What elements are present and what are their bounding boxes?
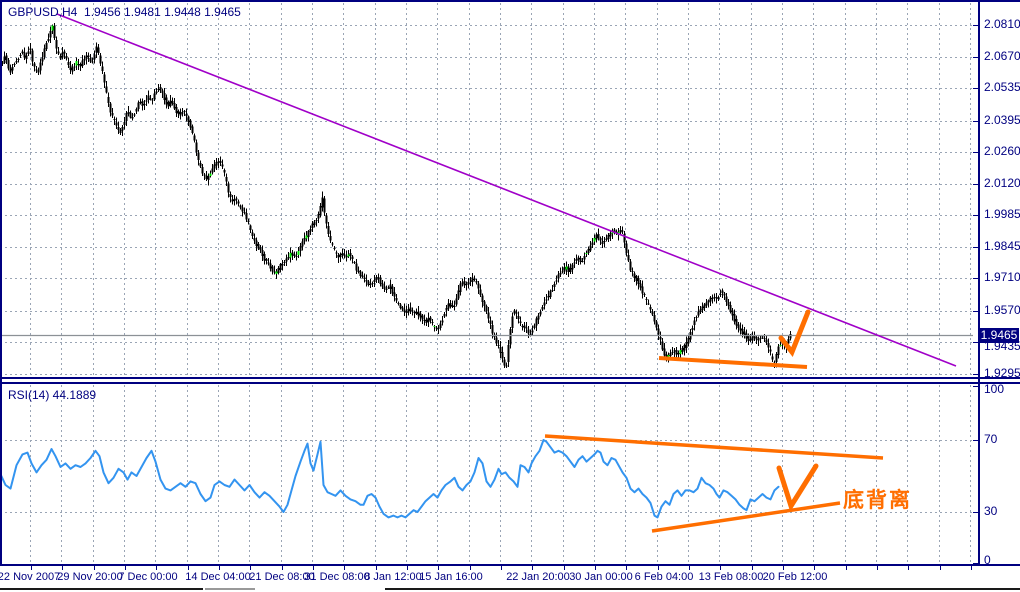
pane-separator[interactable] xyxy=(0,377,1020,379)
time-axis-tick xyxy=(249,566,251,570)
candlesticks xyxy=(1,23,792,369)
scrollbar-track xyxy=(385,588,1020,590)
rsi-axis-label: 0 xyxy=(984,553,991,567)
time-axis-tick xyxy=(531,566,533,570)
time-axis-label: 8 Jan 12:00 xyxy=(364,571,422,583)
price-axis-tick xyxy=(973,88,978,89)
time-axis-tick xyxy=(312,566,314,570)
rsi-support-annotation[interactable] xyxy=(651,501,841,533)
time-axis-tick xyxy=(845,566,847,570)
rsi-axis-tick xyxy=(973,563,978,564)
price-axis-label: 2.0810 xyxy=(984,17,1020,31)
price-axis-tick xyxy=(973,57,978,58)
time-axis-label: 6 Feb 04:00 xyxy=(634,571,694,583)
time-axis-tick xyxy=(594,566,596,570)
time-axis-tick xyxy=(907,566,909,570)
time-axis-label: 30 Jan 00:00 xyxy=(569,571,633,583)
time-axis-tick xyxy=(782,566,784,570)
time-axis-tick xyxy=(813,566,815,570)
price-axis-tick xyxy=(973,25,978,26)
price-axis-label: 2.0395 xyxy=(984,113,1020,127)
time-axis-tick xyxy=(406,566,408,570)
price-axis-label: 2.0670 xyxy=(984,49,1020,63)
price-axis-tick xyxy=(973,278,978,279)
time-axis-tick xyxy=(625,566,627,570)
time-axis-tick xyxy=(61,566,63,570)
price-axis-label: 1.9845 xyxy=(984,239,1020,253)
price-axis-label: 1.9295 xyxy=(984,366,1020,380)
time-axis-tick xyxy=(657,566,659,570)
rsi-line xyxy=(0,439,780,519)
price-axis-label: 2.0260 xyxy=(984,144,1020,158)
window-top-border xyxy=(0,0,1020,2)
time-axis-tick xyxy=(970,566,972,570)
pane-separator-lower[interactable] xyxy=(0,382,1020,384)
window-left-border xyxy=(0,0,2,566)
time-axis-tick xyxy=(343,566,345,570)
time-axis-label: 22 Nov 2007 xyxy=(0,571,61,583)
price-support-annotation[interactable] xyxy=(658,356,808,369)
descending-trendline[interactable] xyxy=(56,13,957,367)
price-axis-label: 2.0120 xyxy=(984,176,1020,190)
scrollbar-track xyxy=(0,588,203,590)
time-axis-tick xyxy=(688,566,690,570)
chart-title: GBPUSD,H4 1.9456 1.9481 1.9448 1.9465 xyxy=(8,5,241,19)
divergence-annotation-label: 底背离 xyxy=(843,487,912,512)
time-axis-tick xyxy=(469,566,471,570)
time-axis-label: 13 Feb 08:00 xyxy=(698,571,764,583)
rsi-up-arrow-annotation[interactable] xyxy=(776,463,819,512)
price-axis-tick xyxy=(973,342,978,343)
price-axis-label: 1.9710 xyxy=(984,270,1020,284)
time-axis-tick xyxy=(281,566,283,570)
time-axis-tick xyxy=(124,566,126,570)
time-axis-label: 15 Jan 16:00 xyxy=(419,571,483,583)
time-axis-tick xyxy=(187,566,189,570)
price-axis-label: 2.0535 xyxy=(984,80,1020,94)
rsi-axis-label: 30 xyxy=(984,504,998,518)
time-axis-tick xyxy=(500,566,502,570)
price-axis-tick xyxy=(973,247,978,248)
time-axis-tick xyxy=(563,566,565,570)
time-axis-tick xyxy=(155,566,157,570)
time-axis-label: 7 Dec 00:00 xyxy=(118,571,178,583)
rsi-resistance-annotation[interactable] xyxy=(544,434,884,460)
time-axis-tick xyxy=(719,566,721,570)
time-axis-label: 22 Jan 20:00 xyxy=(506,571,570,583)
time-axis-label: 14 Dec 04:00 xyxy=(185,571,251,583)
price-axis-tick xyxy=(973,215,978,216)
rsi-pane[interactable] xyxy=(0,384,974,563)
time-axis-tick xyxy=(375,566,377,570)
price-axis-tick xyxy=(973,311,978,312)
time-axis-tick xyxy=(93,566,95,570)
time-axis-tick xyxy=(876,566,878,570)
time-axis-label: 31 Dec 08:00 xyxy=(304,571,370,583)
current-price-tag: 1.9465 xyxy=(979,328,1019,343)
price-axis-tick xyxy=(973,374,978,375)
time-axis-tick xyxy=(437,566,439,570)
rsi-indicator-label: RSI(14) 44.1889 xyxy=(8,388,97,402)
time-axis-label: 29 Nov 20:00 xyxy=(57,571,123,583)
time-axis-tick xyxy=(30,566,32,570)
price-axis-label: 1.9985 xyxy=(984,207,1020,221)
price-axis-label: 1.9570 xyxy=(984,303,1020,317)
rsi-axis-label: 70 xyxy=(984,432,998,446)
price-axis-tick xyxy=(973,121,978,122)
price-axis-tick xyxy=(973,184,978,185)
time-axis-label: 21 Dec 08:00 xyxy=(249,571,315,583)
rsi-axis-tick xyxy=(973,512,978,513)
rsi-axis-label: 100 xyxy=(984,382,1005,396)
price-pane[interactable] xyxy=(0,0,974,378)
time-axis-tick xyxy=(218,566,220,570)
price-axis-line xyxy=(978,0,980,565)
price-up-arrow-annotation[interactable] xyxy=(778,309,811,357)
rsi-axis-tick xyxy=(973,440,978,441)
time-axis-label: 20 Feb 12:00 xyxy=(762,571,828,583)
time-axis-separator xyxy=(0,564,1020,566)
rsi-axis-tick xyxy=(973,386,978,387)
scrollbar-thumb[interactable] xyxy=(205,588,255,590)
price-axis-tick xyxy=(973,152,978,153)
time-axis-tick xyxy=(939,566,941,570)
time-axis-tick xyxy=(751,566,753,570)
